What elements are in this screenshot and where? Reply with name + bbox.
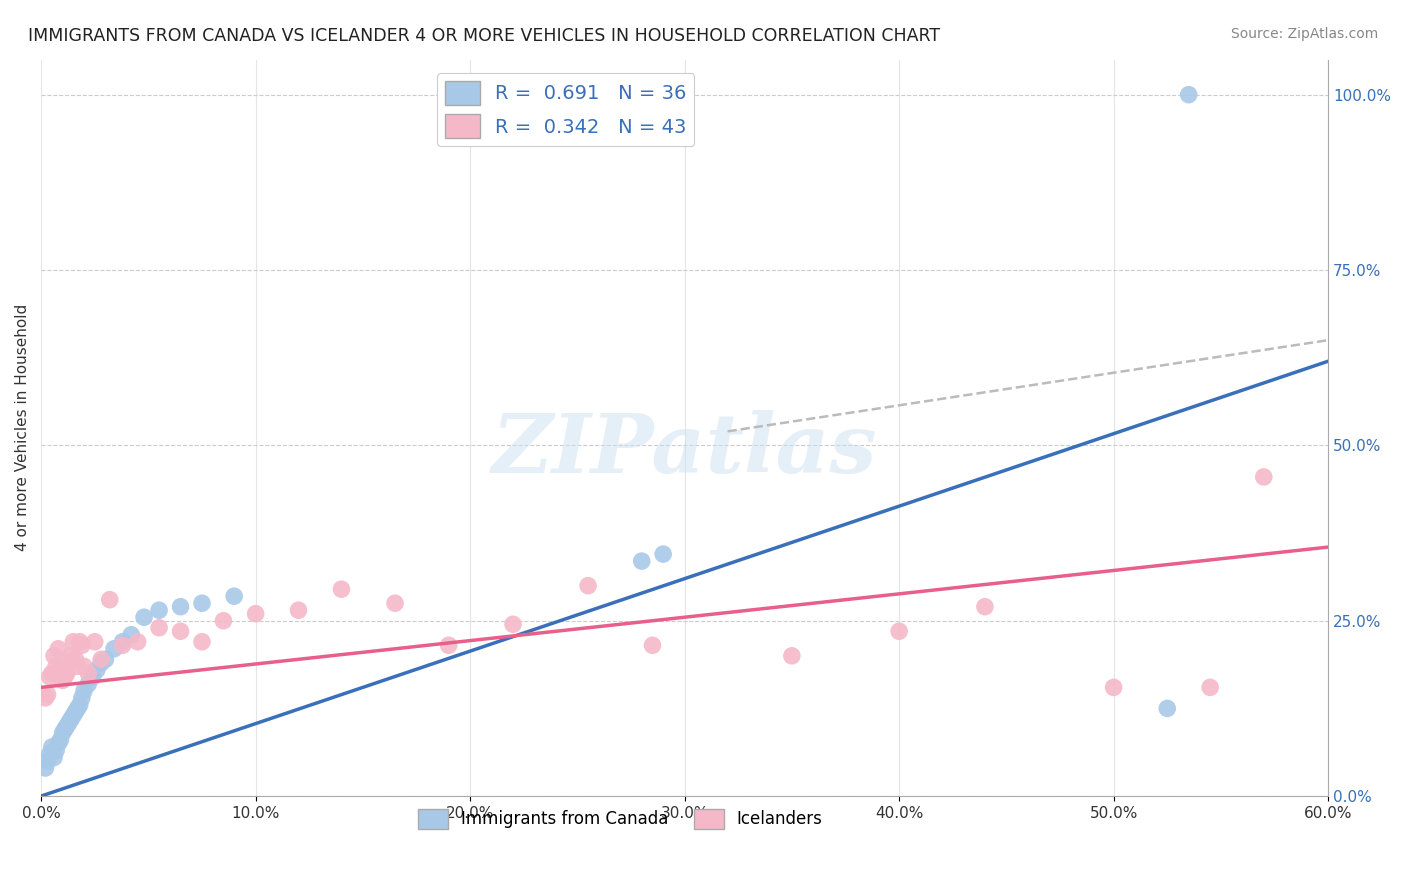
Point — [38, 670, 60, 684]
Point — [576, 579, 599, 593]
Point — [49, 733, 72, 747]
Point — [77, 666, 100, 681]
Point — [56, 666, 79, 681]
Point — [41, 739, 63, 754]
Point — [82, 670, 104, 684]
Point — [132, 610, 155, 624]
Point — [34, 690, 56, 705]
Point — [1177, 87, 1199, 102]
Point — [86, 663, 108, 677]
Point — [70, 638, 93, 652]
Point — [148, 603, 170, 617]
Point — [66, 659, 89, 673]
Point — [53, 670, 76, 684]
Text: IMMIGRANTS FROM CANADA VS ICELANDER 4 OR MORE VEHICLES IN HOUSEHOLD CORRELATION : IMMIGRANTS FROM CANADA VS ICELANDER 4 OR… — [28, 27, 941, 45]
Point — [69, 634, 91, 648]
Point — [111, 638, 134, 652]
Point — [56, 719, 79, 733]
Point — [46, 641, 69, 656]
Point — [45, 743, 67, 757]
Point — [1199, 681, 1222, 695]
Point — [120, 628, 142, 642]
Point — [630, 554, 652, 568]
Point — [437, 638, 460, 652]
Point — [66, 701, 89, 715]
Point — [191, 596, 214, 610]
Point — [127, 634, 149, 648]
Point — [212, 614, 235, 628]
Point — [34, 761, 56, 775]
Point — [69, 698, 91, 712]
Point — [103, 641, 125, 656]
Point — [73, 684, 96, 698]
Point — [83, 634, 105, 648]
Point — [111, 634, 134, 648]
Point — [65, 652, 87, 666]
Point — [58, 656, 80, 670]
Point — [42, 750, 65, 764]
Text: ZIPatlas: ZIPatlas — [492, 410, 877, 490]
Point — [330, 582, 353, 597]
Point — [1156, 701, 1178, 715]
Point — [38, 747, 60, 761]
Point — [70, 690, 93, 705]
Point — [1102, 681, 1125, 695]
Point — [502, 617, 524, 632]
Point — [37, 754, 59, 768]
Point — [90, 656, 112, 670]
Point — [641, 638, 664, 652]
Text: Source: ZipAtlas.com: Source: ZipAtlas.com — [1230, 27, 1378, 41]
Point — [169, 624, 191, 639]
Point — [46, 737, 69, 751]
Point — [60, 648, 83, 663]
Point — [384, 596, 406, 610]
Point — [45, 659, 67, 673]
Point — [49, 663, 72, 677]
Point — [287, 603, 309, 617]
Point — [73, 659, 96, 673]
Point — [974, 599, 997, 614]
Point — [42, 648, 65, 663]
Point — [98, 592, 121, 607]
Point — [1253, 470, 1275, 484]
Point — [37, 687, 59, 701]
Point — [90, 652, 112, 666]
Point — [62, 634, 84, 648]
Point — [224, 589, 246, 603]
Point — [887, 624, 910, 639]
Point — [58, 715, 80, 730]
Point — [60, 712, 83, 726]
Point — [51, 726, 73, 740]
Point — [169, 599, 191, 614]
Point — [780, 648, 803, 663]
Point — [53, 723, 76, 737]
Legend: Immigrants from Canada, Icelanders: Immigrants from Canada, Icelanders — [411, 802, 830, 836]
Point — [65, 705, 87, 719]
Point — [652, 547, 675, 561]
Point — [51, 673, 73, 688]
Point — [94, 652, 117, 666]
Point — [41, 666, 63, 681]
Y-axis label: 4 or more Vehicles in Household: 4 or more Vehicles in Household — [15, 304, 30, 551]
Point — [148, 621, 170, 635]
Point — [62, 708, 84, 723]
Point — [245, 607, 267, 621]
Point — [191, 634, 214, 648]
Point — [77, 677, 100, 691]
